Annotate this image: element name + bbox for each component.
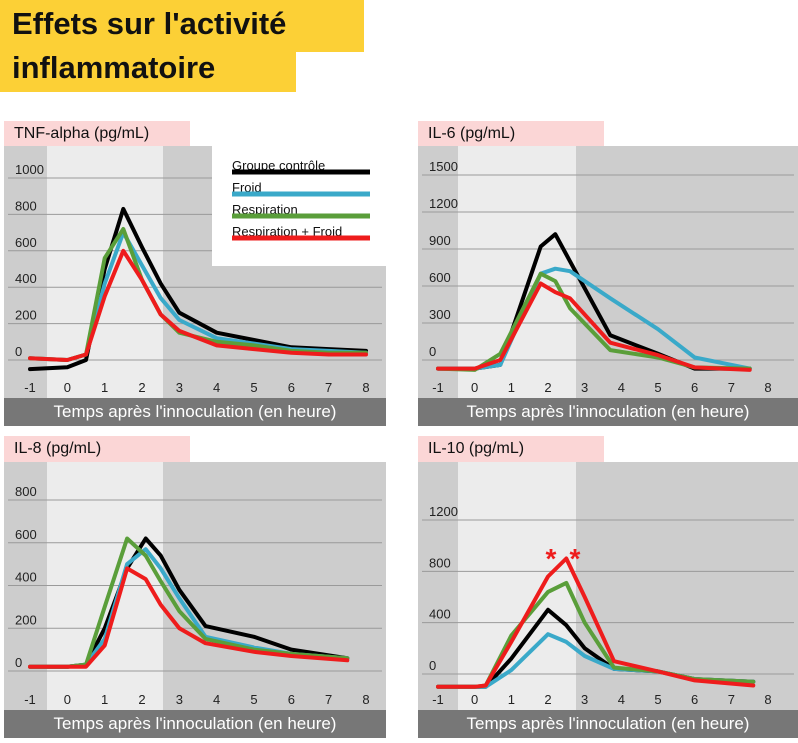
il-6-x-tick-label: 8 bbox=[764, 380, 771, 395]
il-6-y-tick-label: 600 bbox=[429, 270, 451, 285]
il-6-x-tick-label: 5 bbox=[654, 380, 661, 395]
il-10-x-tick-label: 3 bbox=[581, 692, 588, 707]
il-8-x-tick-label: 6 bbox=[288, 692, 295, 707]
tnf-alpha-x-tick-label: 0 bbox=[64, 380, 71, 395]
legend-label: Froid bbox=[232, 180, 262, 195]
il-8-x-tick-label: 3 bbox=[176, 692, 183, 707]
il-8-x-tick-label: 8 bbox=[362, 692, 369, 707]
il-6-series-froid bbox=[436, 266, 752, 371]
il-10-label: IL-10 (pg/mL) bbox=[418, 436, 604, 462]
il-10-x-axis-label: Temps après l'innoculation (en heure) bbox=[418, 710, 798, 738]
il-8-x-tick-label: 7 bbox=[325, 692, 332, 707]
il-10-x-tick-label: 4 bbox=[618, 692, 625, 707]
tnf-alpha-x-tick-label: -1 bbox=[24, 380, 36, 395]
il-10-x-tick-label: 0 bbox=[471, 692, 478, 707]
il-10-x-tick-label: 1 bbox=[508, 692, 515, 707]
legend-label: Respiration + Froid bbox=[232, 224, 342, 239]
il-10-x-tick-label: 7 bbox=[728, 692, 735, 707]
il-6-x-axis-label: Temps après l'innoculation (en heure) bbox=[418, 398, 798, 426]
tnf-alpha-y-tick-label: 600 bbox=[15, 235, 37, 250]
il-6-x-tick-label: 7 bbox=[728, 380, 735, 395]
il-10-y-tick-label: 800 bbox=[429, 555, 451, 570]
tnf-alpha-x-tick-label: 8 bbox=[362, 380, 369, 395]
il-10-x-tick-label: 5 bbox=[654, 692, 661, 707]
il-8-x-tick-label: -1 bbox=[24, 692, 36, 707]
legend: Groupe contrôle Froid Respiration Respirati… bbox=[212, 146, 386, 266]
il-6-y-tick-label: 900 bbox=[429, 233, 451, 248]
il-6-y-tick-label: 300 bbox=[429, 307, 451, 322]
il-6-chart: 0 300 600 900 1200 1500 -1 0 1 2 3 4 5 6 7 8 bbox=[418, 146, 798, 398]
il-6-y-tick-label: 1200 bbox=[429, 196, 458, 211]
il-8-label: IL-8 (pg/mL) bbox=[4, 436, 190, 462]
il-8-x-tick-label: 2 bbox=[138, 692, 145, 707]
il-8-x-axis-label: Temps après l'innoculation (en heure) bbox=[4, 710, 386, 738]
il-8-y-tick-label: 400 bbox=[15, 570, 37, 585]
il-6-x-tick-label: 6 bbox=[691, 380, 698, 395]
il-10-y-tick-label: 1200 bbox=[429, 504, 458, 519]
legend-label: Respiration bbox=[232, 202, 298, 217]
il-6-y-tick-label: 1500 bbox=[429, 159, 458, 174]
tnf-alpha-x-tick-label: 3 bbox=[176, 380, 183, 395]
legend-background bbox=[212, 146, 386, 266]
il-10-significance-asterisk: * bbox=[570, 543, 581, 574]
il-6-early-phase-band bbox=[458, 146, 576, 398]
il-10-x-tick-label: 8 bbox=[764, 692, 771, 707]
tnf-alpha-y-tick-label: 0 bbox=[15, 344, 22, 359]
il-10-x-tick-label: 6 bbox=[691, 692, 698, 707]
tnf-alpha-y-tick-label: 800 bbox=[15, 198, 37, 213]
il-8-x-tick-label: 0 bbox=[64, 692, 71, 707]
il-8-x-tick-label: 1 bbox=[101, 692, 108, 707]
il-8-x-tick-label: 5 bbox=[250, 692, 257, 707]
il-6-x-tick-label: -1 bbox=[432, 380, 444, 395]
il-10-x-tick-label: 2 bbox=[544, 692, 551, 707]
tnf-alpha-x-tick-label: 2 bbox=[138, 380, 145, 395]
il-10-y-tick-label: 400 bbox=[429, 607, 451, 622]
il-6-x-tick-label: 2 bbox=[544, 380, 551, 395]
tnf-alpha-x-tick-label: 5 bbox=[250, 380, 257, 395]
il-8-x-tick-label: 4 bbox=[213, 692, 220, 707]
page-title-line-1: Effets sur l'activité bbox=[0, 0, 364, 52]
tnf-alpha-x-tick-label: 4 bbox=[213, 380, 220, 395]
il-6-x-tick-label: 0 bbox=[471, 380, 478, 395]
il-10-significance-asterisk: * bbox=[546, 543, 557, 574]
tnf-alpha-chart: 0 200 400 600 800 1000 -1 0 1 2 3 4 5 6 7 8 Groupe contr… bbox=[4, 146, 386, 398]
page-title-line-2: inflammatoire bbox=[0, 48, 296, 92]
il-8-y-tick-label: 800 bbox=[15, 484, 37, 499]
il-8-y-tick-label: 200 bbox=[15, 612, 37, 627]
il-6-x-tick-label: 1 bbox=[508, 380, 515, 395]
il-6-x-tick-label: 3 bbox=[581, 380, 588, 395]
il-8-y-tick-label: 600 bbox=[15, 527, 37, 542]
tnf-alpha-x-tick-label: 6 bbox=[288, 380, 295, 395]
tnf-alpha-y-tick-label: 1000 bbox=[15, 162, 44, 177]
tnf-alpha-x-tick-label: 1 bbox=[101, 380, 108, 395]
tnf-alpha-y-tick-label: 400 bbox=[15, 271, 37, 286]
tnf-alpha-y-tick-label: 200 bbox=[15, 308, 37, 323]
il-10-x-tick-label: -1 bbox=[432, 692, 444, 707]
tnf-alpha-x-tick-label: 7 bbox=[325, 380, 332, 395]
legend-label: Groupe contrôle bbox=[232, 158, 325, 173]
il-6-label: IL-6 (pg/mL) bbox=[418, 121, 604, 147]
il-10-series-respiration-froid bbox=[436, 556, 756, 689]
il-10-y-tick-label: 0 bbox=[429, 658, 436, 673]
tnf-alpha-x-axis-label: Temps après l'innoculation (en heure) bbox=[4, 398, 386, 426]
il-6-x-tick-label: 4 bbox=[618, 380, 625, 395]
tnf-alpha-series-respiration-froid bbox=[28, 248, 368, 362]
il-10-chart: 0 400 800 1200 -1 0 1 2 3 4 5 6 7 8 * * bbox=[418, 462, 798, 710]
il-8-chart: 0 200 400 600 800 -1 0 1 2 3 4 5 6 7 8 bbox=[4, 462, 386, 710]
tnf-alpha-label: TNF-alpha (pg/mL) bbox=[4, 121, 190, 147]
il-6-y-tick-label: 0 bbox=[429, 344, 436, 359]
il-8-y-tick-label: 0 bbox=[15, 655, 22, 670]
il-6-series-respiration-froid bbox=[436, 281, 752, 372]
il-8-series-respiration-froid bbox=[28, 566, 350, 669]
